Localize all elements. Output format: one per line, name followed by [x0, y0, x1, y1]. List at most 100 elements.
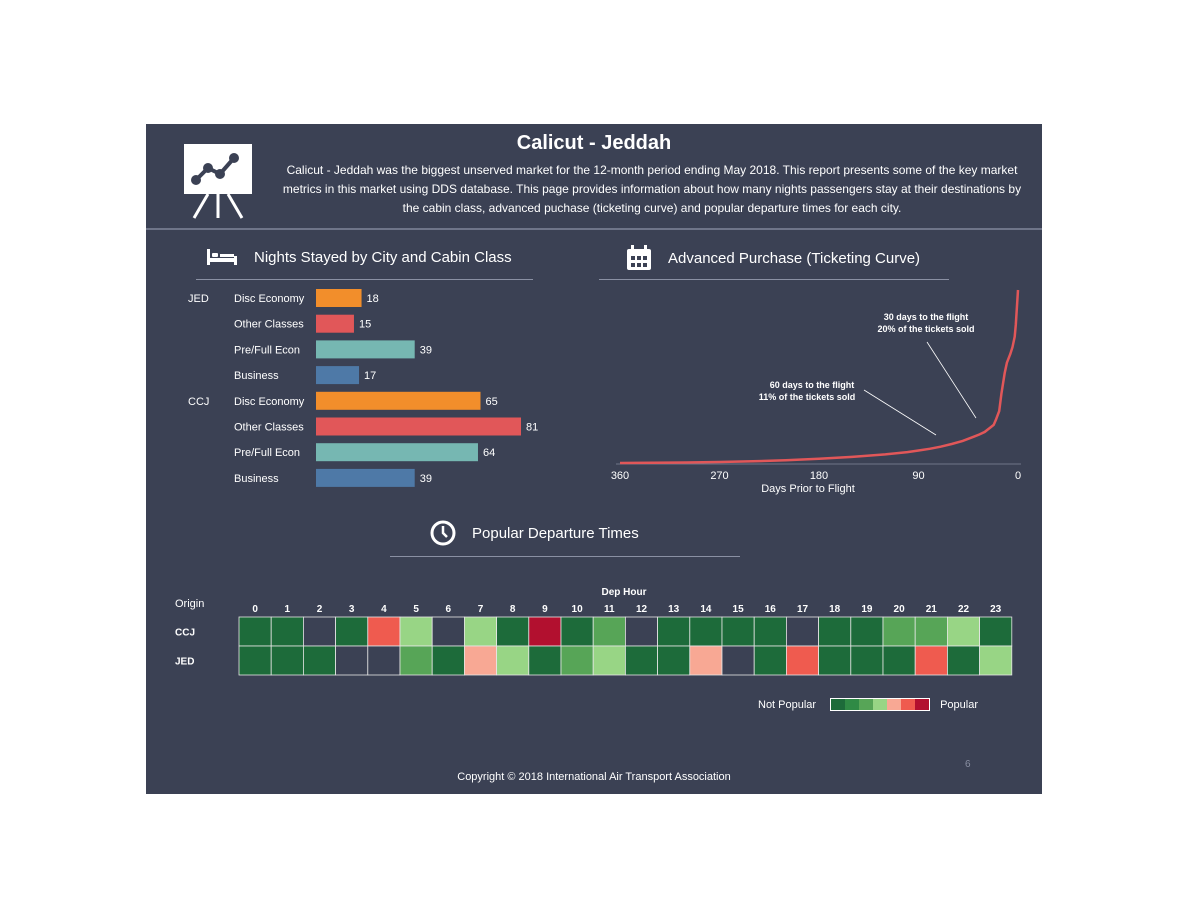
nights-bar — [316, 391, 481, 410]
nights-bar — [316, 314, 354, 333]
bar-value-label: 18 — [367, 293, 379, 305]
heatmap-cell — [689, 616, 723, 647]
heatmap-cell — [367, 645, 401, 676]
legend-low-label: Not Popular — [758, 698, 817, 711]
legend-high-label: Popular — [940, 698, 979, 711]
legend-swatch — [873, 699, 888, 710]
hour-label: 13 — [668, 604, 680, 615]
heatmap-cell — [786, 645, 820, 676]
departure-section-header: Popular Departure Times — [430, 520, 639, 546]
hour-label: 9 — [542, 604, 548, 615]
hour-label: 8 — [510, 604, 516, 615]
departure-section-title: Popular Departure Times — [472, 524, 639, 542]
curve-x-tick: 90 — [912, 470, 924, 482]
heatmap-cell — [238, 616, 272, 647]
curve-section-title: Advanced Purchase (Ticketing Curve) — [668, 249, 921, 267]
cabin-class-label: Business — [234, 473, 279, 485]
ticketing-curve-line — [619, 289, 1020, 465]
bar-value-label: 81 — [526, 422, 538, 434]
heatmap-cell — [592, 645, 626, 676]
bar-value-label: 39 — [420, 344, 432, 356]
presentation-chart-icon — [184, 144, 252, 219]
heatmap-cell — [463, 616, 497, 647]
annotation-30-days-pointer — [926, 341, 977, 419]
hour-label: 0 — [252, 604, 258, 615]
city-label: JED — [188, 293, 209, 305]
heatmap-legend: Not Popular Popular — [758, 698, 978, 711]
legend-swatch — [887, 699, 902, 710]
heatmap-cell — [431, 645, 465, 676]
hour-label: 21 — [926, 604, 938, 615]
heatmap-cell — [882, 645, 916, 676]
page-description: Calicut - Jeddah was the biggest unserve… — [282, 163, 1022, 215]
curve-x-tick: 0 — [1015, 470, 1021, 482]
heatmap-cell — [367, 616, 401, 647]
heatmap-cell — [302, 616, 336, 647]
ticketing-curve-chart: 360 270 180 90 0 Days Prior to Flight 30 days … — [611, 289, 1021, 495]
heatmap-cell — [786, 616, 820, 647]
page-title: Calicut - Jeddah — [516, 132, 672, 154]
hour-label: 3 — [349, 604, 355, 615]
heatmap-cell — [399, 645, 433, 676]
heatmap-x-title: Dep Hour — [602, 587, 647, 598]
nights-bar — [316, 289, 362, 307]
hour-label: 23 — [990, 604, 1002, 615]
annotation-60-days-line2: 11% of the tickets sold — [759, 392, 856, 402]
bar-value-label: 65 — [486, 396, 498, 408]
heatmap-cell — [302, 645, 336, 676]
header-divider — [146, 228, 1042, 230]
heatmap-cell — [560, 616, 594, 647]
nights-bar-chart: JED Disc Economy 18 Other Classes 15 Pre/Full… — [188, 289, 538, 487]
heatmap-cell — [818, 645, 852, 676]
nights-section-title: Nights Stayed by City and Cabin Class — [254, 248, 512, 266]
heatmap-cell — [592, 616, 626, 647]
annotation-30-days-line2: 20% of the tickets sold — [877, 324, 974, 334]
heatmap-cell — [496, 645, 530, 676]
heatmap-cell — [270, 616, 304, 647]
heatmap-cell — [657, 645, 691, 676]
heatmap-cell — [753, 616, 787, 647]
page-number: 6 — [965, 759, 971, 770]
legend-swatch — [859, 699, 874, 710]
curve-x-tick: 360 — [611, 470, 629, 482]
heatmap-cell — [947, 645, 981, 676]
heatmap-cell — [689, 645, 723, 676]
departure-section-rule — [390, 556, 740, 557]
heatmap-cell — [818, 616, 852, 647]
cabin-class-label: Other Classes — [234, 422, 304, 434]
report-slide: Calicut - Jeddah Calicut - Jeddah was th… — [146, 124, 1042, 794]
curve-section-header: Advanced Purchase (Ticketing Curve) — [626, 245, 920, 271]
cabin-class-label: Disc Economy — [234, 293, 305, 305]
heatmap-cell — [463, 645, 497, 676]
hour-label: 22 — [958, 604, 970, 615]
bar-value-label: 39 — [420, 473, 432, 485]
hour-label: 10 — [572, 604, 584, 615]
cabin-class-label: Business — [234, 370, 279, 382]
heatmap-cell — [721, 616, 755, 647]
hour-label: 2 — [317, 604, 323, 615]
heatmap-cell — [528, 616, 562, 647]
hour-label: 11 — [604, 604, 615, 615]
hour-label: 15 — [733, 604, 745, 615]
heatmap-cell — [979, 616, 1013, 647]
curve-x-axis-title: Days Prior to Flight — [761, 483, 855, 495]
heatmap-cell — [850, 616, 884, 647]
hour-label: 5 — [413, 604, 419, 615]
heatmap-cell — [882, 616, 916, 647]
nights-section-rule — [196, 279, 533, 280]
nights-bar — [316, 340, 415, 359]
heatmap-cell — [270, 645, 304, 676]
annotation-30-days-line1: 30 days to the flight — [884, 312, 969, 322]
heatmap-cell — [914, 616, 948, 647]
heatmap-cell — [753, 645, 787, 676]
clock-icon — [430, 520, 456, 546]
hour-label: 6 — [446, 604, 452, 615]
heatmap-cell — [431, 616, 465, 647]
cabin-class-label: Pre/Full Econ — [234, 447, 300, 459]
origin-label: JED — [175, 657, 194, 668]
legend-swatch — [915, 699, 930, 710]
annotation-60-days-pointer — [863, 389, 937, 436]
hour-label: 12 — [636, 604, 648, 615]
legend-swatch — [845, 699, 860, 710]
